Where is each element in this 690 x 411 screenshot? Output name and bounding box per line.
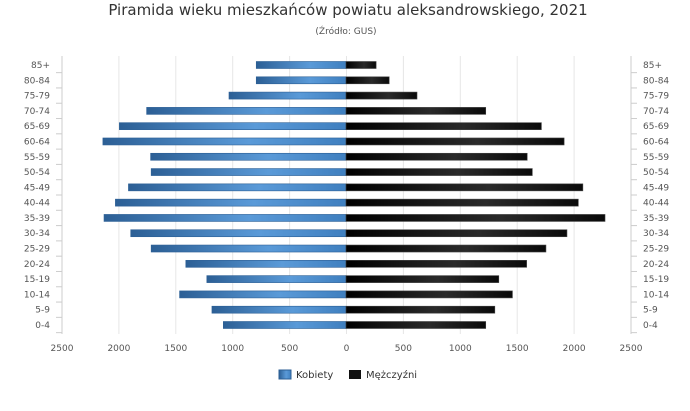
legend-label-mezczyzni: Mężczyźni [366, 369, 417, 381]
x-tick-label: 500 [395, 344, 412, 354]
bar-mezczyzni-70-74[interactable] [345, 107, 487, 115]
x-tick-label: 2500 [51, 344, 74, 354]
bar-kobiety-65-69[interactable] [119, 122, 347, 130]
y-tick-label-left: 80-84 [24, 76, 50, 86]
bar-kobiety-75-79[interactable] [228, 91, 347, 100]
bar-mezczyzni-15-19[interactable] [345, 275, 500, 283]
y-tick-label-left: 50-54 [24, 168, 50, 178]
y-tick-label-right: 30-34 [643, 229, 669, 239]
y-tick-label-right: 20-24 [643, 260, 669, 270]
y-tick-label-right: 15-19 [643, 275, 669, 285]
y-tick-label-right: 0-4 [643, 321, 658, 331]
bar-kobiety-45-49[interactable] [128, 183, 347, 192]
x-tick-label: 500 [281, 344, 298, 354]
y-tick-label-left: 25-29 [24, 245, 50, 255]
y-tick-label-right: 40-44 [643, 199, 669, 209]
bar-mezczyzni-55-59[interactable] [345, 152, 528, 161]
x-tick-label: 1500 [164, 344, 187, 354]
y-tick-label-left: 70-74 [24, 107, 50, 117]
bar-kobiety-70-74[interactable] [146, 107, 347, 115]
x-tick-label: 1000 [449, 344, 472, 354]
y-tick-label-left: 5-9 [35, 306, 50, 316]
bar-mezczyzni-65-69[interactable] [345, 122, 542, 130]
bar-mezczyzni-60-64[interactable] [345, 137, 565, 146]
x-tick-label: 1500 [506, 344, 529, 354]
bar-kobiety-30-34[interactable] [130, 229, 347, 238]
y-tick-label-right: 10-14 [643, 290, 669, 300]
y-tick-label-right: 60-64 [643, 137, 669, 147]
y-tick-label-right: 45-49 [643, 183, 669, 193]
y-tick-label-left: 75-79 [24, 92, 50, 102]
bar-mezczyzni-30-34[interactable] [345, 229, 568, 238]
legend-swatch-mezczyzni [349, 370, 361, 379]
bar-mezczyzni-0-4[interactable] [345, 321, 487, 329]
y-tick-label-left: 65-69 [24, 122, 50, 132]
legend-swatch-kobiety [278, 369, 292, 380]
y-tick-label-left: 45-49 [24, 183, 50, 193]
y-tick-label-left: 15-19 [24, 275, 50, 285]
chart-subtitle: (Źródło: GUS) [315, 25, 376, 37]
y-tick-label-left: 60-64 [24, 137, 50, 147]
legend-label-kobiety: Kobiety [296, 370, 333, 381]
y-tick-label-left: 35-39 [24, 214, 50, 224]
y-tick-label-left: 40-44 [24, 199, 50, 209]
bar-mezczyzni-25-29[interactable] [345, 244, 547, 253]
bar-mezczyzni-75-79[interactable] [345, 91, 418, 100]
y-tick-label-left: 85+ [31, 61, 50, 71]
y-tick-label-left: 20-24 [24, 260, 50, 270]
bar-kobiety-40-44[interactable] [115, 198, 347, 207]
bar-kobiety-60-64[interactable] [102, 137, 347, 146]
bar-mezczyzni-40-44[interactable] [345, 198, 579, 207]
y-tick-label-right: 5-9 [643, 306, 658, 316]
bar-kobiety-5-9[interactable] [211, 305, 347, 314]
y-tick-label-right: 55-59 [643, 153, 669, 163]
bar-kobiety-10-14[interactable] [179, 290, 347, 299]
bar-kobiety-15-19[interactable] [206, 275, 347, 283]
x-tick-label: 2500 [620, 344, 643, 354]
x-tick-label: 1000 [221, 344, 244, 354]
chart-title: Piramida wieku mieszkańców powiatu aleks… [108, 1, 587, 19]
bar-mezczyzni-50-54[interactable] [345, 168, 533, 176]
legend: Kobiety Mężczyźni [278, 369, 417, 381]
y-tick-label-left: 30-34 [24, 229, 50, 239]
bar-kobiety-85+[interactable] [255, 61, 347, 69]
x-tick-label: 2000 [563, 344, 586, 354]
bar-kobiety-55-59[interactable] [150, 152, 347, 161]
x-tick-label: 2000 [107, 344, 130, 354]
bar-kobiety-20-24[interactable] [185, 260, 347, 268]
bar-mezczyzni-85+[interactable] [345, 61, 377, 69]
bar-kobiety-25-29[interactable] [150, 244, 347, 253]
bar-kobiety-35-39[interactable] [103, 214, 347, 222]
y-tick-label-right: 85+ [643, 61, 662, 71]
bar-kobiety-0-4[interactable] [223, 321, 347, 329]
x-tick-label: 0 [344, 344, 350, 354]
y-tick-label-left: 55-59 [24, 153, 50, 163]
bar-mezczyzni-35-39[interactable] [345, 214, 606, 222]
y-tick-label-right: 65-69 [643, 122, 669, 132]
y-tick-label-left: 0-4 [35, 321, 50, 331]
bar-mezczyzni-20-24[interactable] [345, 260, 527, 268]
y-tick-label-right: 35-39 [643, 214, 669, 224]
y-tick-label-right: 75-79 [643, 92, 669, 102]
bar-mezczyzni-80-84[interactable] [345, 76, 390, 85]
y-tick-label-right: 50-54 [643, 168, 669, 178]
bar-mezczyzni-10-14[interactable] [345, 290, 513, 299]
bar-kobiety-50-54[interactable] [150, 168, 347, 176]
bar-mezczyzni-5-9[interactable] [345, 305, 496, 314]
bar-kobiety-80-84[interactable] [255, 76, 347, 85]
legend-item-mezczyzni[interactable]: Mężczyźni [349, 369, 417, 381]
y-tick-label-right: 80-84 [643, 76, 669, 86]
y-tick-label-right: 25-29 [643, 245, 669, 255]
y-tick-label-right: 70-74 [643, 107, 669, 117]
bar-mezczyzni-45-49[interactable] [345, 183, 584, 192]
legend-item-kobiety[interactable]: Kobiety [278, 369, 333, 381]
y-tick-label-left: 10-14 [24, 290, 50, 300]
